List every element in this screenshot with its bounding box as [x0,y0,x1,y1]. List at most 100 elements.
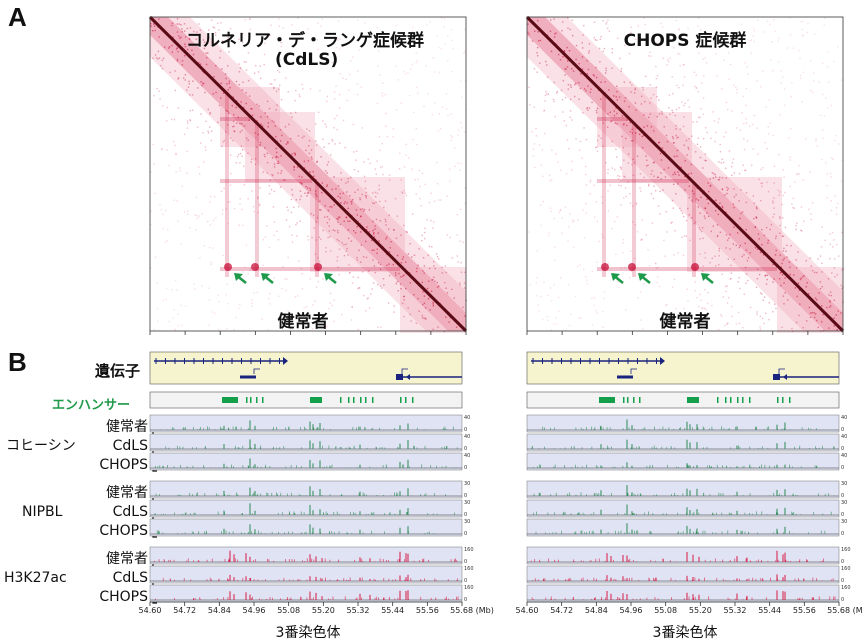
loop-arrow-icon [234,273,247,285]
track-scale-min: 0 [841,427,844,433]
signal-track [149,584,463,603]
track-scale-min: 0 [464,446,467,452]
hic-right-title: CHOPS 症候群 [623,31,747,51]
track-scale-min: 0 [841,446,844,452]
x-tick-label: 55.44 [758,606,782,615]
track-scale-min: 0 [464,531,467,537]
x-tick-label: 54.60 [138,606,162,615]
row-label-h3k27ac-chops: CHOPS [99,589,148,605]
track-scale-max: 30 [841,500,847,506]
x-tick-label: 55.32 [723,606,747,615]
row-label-cohesin-chops: CHOPS [99,457,148,473]
track-scale-max: 40 [464,415,470,421]
x-tick-label: 54.60 [515,606,539,615]
signal-track [149,414,463,433]
gene-models [154,357,462,380]
x-tick-label: 54.72 [550,606,574,615]
track-scale-max: 30 [841,519,847,525]
track-scale-min: 0 [841,465,844,471]
track-scale-max: 40 [841,434,847,440]
hic-right-bottom-label: 健常者 [659,312,711,332]
x-tick-label: 54.84 [584,606,608,615]
enhancer-marks [222,397,414,403]
loop-dot [314,263,322,271]
panel-label-a: A [8,2,27,32]
x-tick-label: 55.56 [792,606,816,615]
signal-track [149,518,463,537]
row-label-nipbl-cdls: CdLS [112,504,148,520]
enhancer-track [526,391,840,409]
hic-contact-map-right [525,15,845,335]
track-scale-min: 0 [841,512,844,518]
track-scale-max: 160 [841,585,851,591]
row-label-h3k27ac-healthy: 健常者 [106,551,148,567]
signal-track [526,414,840,433]
loop-arrow-icon [701,273,714,285]
signal-track [526,518,840,537]
row-label-cohesin-healthy: 健常者 [106,419,148,435]
track-scale-max: 40 [464,453,470,459]
track-scale-min: 0 [464,578,467,584]
loop-arrow-icon [261,273,274,285]
loop-dot [628,263,636,271]
track-scale-max: 30 [464,481,470,487]
group-label-h3k27ac: H3K27ac [4,570,67,586]
gene-track-label: 遺伝子 [95,362,141,380]
loop-dot [691,263,699,271]
x-tick-label: 54.84 [207,606,231,615]
loop-arrow-icon [638,273,651,285]
track-scale-max: 30 [464,519,470,525]
panel-label-b: B [8,347,27,377]
gene-track [149,351,463,385]
signal-track [526,565,840,584]
track-scale-min: 0 [464,559,467,565]
track-scale-min: 0 [841,597,844,603]
track-scale-max: 160 [464,547,474,553]
track-scale-min: 0 [841,578,844,584]
group-brackets [152,417,157,604]
signal-track [149,565,463,584]
enhancer-marks [599,397,791,403]
hic-contact-map-left [148,15,468,335]
x-tick-label: 55.08 [654,606,678,615]
signal-track [149,480,463,499]
x-tick-label: 55.44 [381,606,405,615]
track-scale-min: 0 [464,427,467,433]
track-scale-max: 40 [841,415,847,421]
track-scale-min: 0 [841,531,844,537]
track-scale-max: 160 [464,566,474,572]
loop-arrow-icon [611,273,624,285]
hic-left-bottom-label: 健常者 [277,312,329,332]
loop-dot [224,263,232,271]
track-scale-min: 0 [841,559,844,565]
track-scale-min: 0 [464,465,467,471]
track-scale-max: 40 [841,453,847,459]
hic-diagonal [148,15,468,333]
x-axis-label-right: 3番染色体 [652,625,718,641]
enhancer-track [149,391,463,409]
gene-models [531,357,839,380]
x-tick-label: 54.96 [242,606,266,615]
track-scale-min: 0 [464,493,467,499]
signal-track [149,452,463,471]
track-scale-max: 160 [464,585,474,591]
x-tick-label: 55.08 [277,606,301,615]
x-tick-label: 55.68 (Mb) [450,606,494,615]
track-scale-min: 0 [464,597,467,603]
x-tick-label: 55.32 [346,606,370,615]
signal-track [526,584,840,603]
signal-track [526,452,840,471]
signal-track [526,546,840,565]
signal-track [149,499,463,518]
loop-arrow-icon [324,273,337,285]
signal-track [526,433,840,452]
track-scale-max: 30 [464,500,470,506]
group-label-nipbl: NIPBL [22,504,63,520]
x-tick-label: 54.72 [173,606,197,615]
x-axis-label-left: 3番染色体 [275,625,341,641]
track-scale-min: 0 [464,512,467,518]
x-tick-label: 54.96 [619,606,643,615]
loop-dot [601,263,609,271]
x-tick-label: 55.68 (Mb) [827,606,863,615]
